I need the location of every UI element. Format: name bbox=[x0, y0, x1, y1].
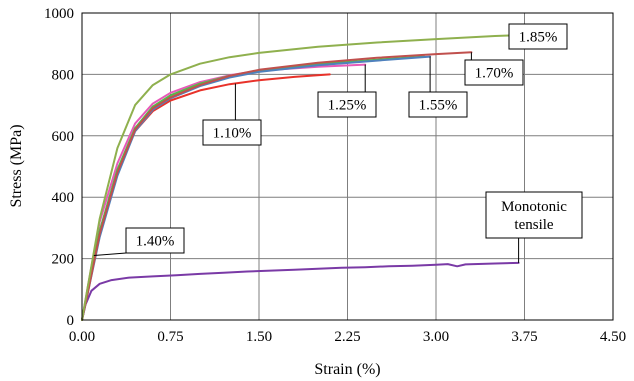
callout-1-85: 1.85% bbox=[508, 23, 568, 50]
x-axis-ticks: 0.00 0.75 1.50 2.25 3.00 3.75 4.50 bbox=[69, 329, 626, 345]
callout-1-25: 1.25% bbox=[317, 64, 377, 118]
callout-text: 1.55% bbox=[419, 98, 458, 114]
series-line-1-55 bbox=[81, 55, 432, 321]
data-series bbox=[81, 34, 520, 321]
y-axis-ticks: 0 200 400 600 800 1000 bbox=[44, 6, 74, 329]
series-line-1-85 bbox=[81, 34, 520, 321]
callout-box bbox=[408, 91, 468, 118]
callout-monotonic-tensile: Monotonic tensile bbox=[485, 191, 583, 263]
y-tick-label: 800 bbox=[52, 67, 75, 83]
callout-text: Monotonic bbox=[501, 199, 567, 215]
x-tick-label: 3.75 bbox=[511, 329, 537, 345]
x-tick-label: 0.75 bbox=[157, 329, 183, 345]
callout-1-10: 1.10% bbox=[202, 83, 262, 146]
y-axis-title: Stress (MPa) bbox=[8, 124, 25, 207]
y-tick-label: 200 bbox=[52, 252, 75, 268]
callout-labels: 1.85% 1.70% 1.55% 1.25% 1.10% 1.40% Monotonic t… bbox=[93, 23, 583, 263]
series-line-1-70 bbox=[81, 51, 473, 321]
series-line-monotonic-tensile bbox=[81, 261, 520, 321]
y-tick-label: 600 bbox=[52, 129, 75, 145]
callout-text: tensile bbox=[514, 217, 553, 233]
y-tick-label: 400 bbox=[52, 190, 75, 206]
callout-box bbox=[202, 119, 262, 146]
callout-box bbox=[464, 59, 524, 86]
callout-1-70: 1.70% bbox=[464, 52, 524, 86]
callout-1-55: 1.55% bbox=[408, 56, 468, 118]
x-axis-title: Strain (%) bbox=[314, 361, 380, 378]
callout-text: 1.25% bbox=[328, 98, 367, 114]
callout-box bbox=[508, 23, 568, 50]
callout-box bbox=[485, 191, 583, 239]
callout-text: 1.70% bbox=[475, 66, 514, 82]
grid-lines bbox=[82, 13, 613, 320]
callout-text: 1.10% bbox=[213, 126, 252, 142]
x-tick-label: 3.00 bbox=[423, 329, 449, 345]
y-tick-label: 1000 bbox=[44, 6, 74, 22]
plot-frame bbox=[81, 12, 614, 321]
y-tick-label: 0 bbox=[67, 313, 75, 329]
callout-box bbox=[317, 91, 377, 118]
callout-1-40: 1.40% bbox=[93, 227, 185, 257]
x-tick-label: 4.50 bbox=[600, 329, 626, 345]
callout-text: 1.85% bbox=[519, 30, 558, 46]
x-tick-label: 2.25 bbox=[334, 329, 360, 345]
callout-text: 1.40% bbox=[136, 234, 175, 250]
callout-box bbox=[125, 227, 185, 254]
x-tick-label: 0.00 bbox=[69, 329, 95, 345]
x-tick-label: 1.50 bbox=[246, 329, 272, 345]
callout-leader-line bbox=[93, 252, 127, 257]
